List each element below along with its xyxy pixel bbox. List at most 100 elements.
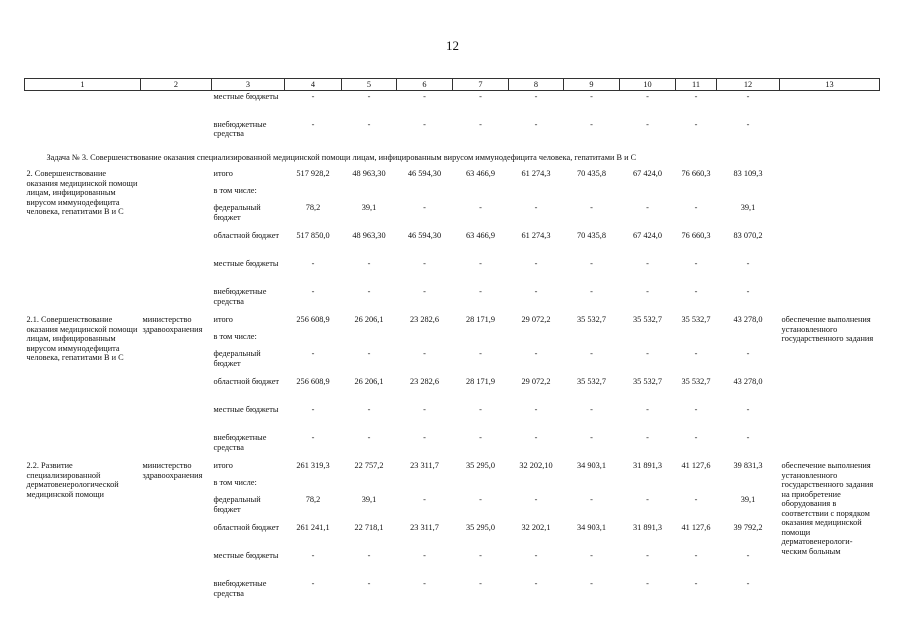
value-cell: -	[367, 349, 371, 358]
value-cell: -	[534, 579, 538, 588]
value-cell: -	[590, 119, 593, 129]
header-cell: 4	[284, 78, 342, 91]
table-row: внебюджетные средства - - - - - - - - -	[25, 286, 880, 314]
header-cell: 1	[24, 78, 141, 91]
table-row: 2. Совершенствование оказания медицинско…	[25, 168, 880, 216]
table-row: внебюджетные средства - - - - - - - - -	[25, 578, 880, 606]
value-cell	[397, 185, 453, 202]
value-cell: 256 608,9	[296, 377, 330, 386]
value-cell: -	[423, 92, 426, 101]
value-cell: -	[423, 405, 426, 414]
value-cell: 43 278,0	[733, 377, 763, 386]
value-cell	[285, 477, 342, 494]
value-cell: -	[311, 287, 315, 296]
result: обеспечение выполнения установленного го…	[781, 461, 874, 556]
value-cell: -	[311, 579, 315, 588]
value-cell: 78,2	[305, 495, 321, 504]
table-row: федеральный бюджет 78,2 39,1 - - - - - - 39,1	[25, 494, 880, 522]
value-cell	[620, 477, 676, 494]
value-cell: -	[646, 349, 649, 358]
value-cell: 76 660,3	[681, 231, 711, 240]
value-cell	[453, 185, 509, 202]
value-cell: -	[746, 349, 750, 358]
value-cell: -	[479, 92, 482, 101]
value-cell: -	[479, 405, 482, 414]
row-label: федеральный бюджет	[213, 203, 261, 222]
executor: министерство здравоохранения	[142, 461, 203, 480]
result: обеспечение выполнения установленного го…	[781, 315, 874, 343]
value-cell: 23 311,7	[410, 461, 439, 470]
value-cell: 48 963,30	[352, 231, 386, 240]
table-row: в том числе:	[25, 185, 880, 202]
value-cell: 23 311,7	[410, 523, 439, 532]
value-cell	[397, 477, 453, 494]
value-cell: -	[479, 579, 482, 588]
value-cell: -	[694, 92, 698, 101]
value-cell: 83 070,2	[733, 231, 763, 240]
value-cell: 34 903,1	[576, 523, 607, 532]
value-cell	[453, 477, 509, 494]
row-label: областной бюджет	[213, 523, 280, 532]
measure-name: 2. Совершенствование оказания медицинско…	[26, 169, 138, 216]
value-cell	[676, 185, 717, 202]
value-cell: 31 891,3	[632, 523, 663, 532]
value-cell: -	[479, 259, 482, 268]
value-cell: -	[694, 551, 698, 560]
value-cell: -	[479, 495, 482, 504]
table-row: 2.1. Совершенствование оказания медицинс…	[25, 314, 880, 362]
header-cell: 12	[716, 78, 780, 91]
value-cell: -	[311, 433, 315, 442]
value-cell: -	[423, 203, 426, 212]
value-cell: -	[590, 405, 593, 414]
value-cell	[509, 185, 564, 202]
value-cell: 46 594,30	[407, 231, 442, 240]
row-label: федеральный бюджет	[213, 349, 261, 368]
value-cell: -	[694, 259, 698, 268]
value-cell: 48 963,30	[352, 169, 386, 178]
value-cell: -	[479, 433, 482, 442]
value-cell	[342, 331, 397, 348]
value-cell: 63 466,9	[465, 231, 496, 240]
row-label: итого	[213, 169, 233, 178]
value-cell: 26 206,1	[354, 377, 384, 386]
value-cell: 39,1	[361, 203, 377, 212]
value-cell	[620, 185, 676, 202]
header-cell: 9	[563, 78, 620, 91]
value-cell: -	[423, 579, 426, 588]
value-cell: -	[534, 551, 538, 560]
value-cell: 29 072,2	[521, 315, 551, 324]
value-cell: 35 295,0	[465, 461, 496, 470]
cell	[25, 91, 141, 119]
value-cell: 32 202,10	[519, 461, 553, 470]
value-cell: -	[367, 287, 371, 296]
value-cell: 61 274,3	[521, 231, 551, 240]
value-cell: -	[746, 551, 750, 560]
value-cell: 517 928,2	[296, 169, 330, 178]
value-cell: 28 171,9	[465, 377, 496, 386]
value-cell: -	[367, 433, 371, 442]
value-cell	[397, 331, 453, 348]
value-cell: 41 127,6	[681, 461, 711, 470]
task-row: Задача № 3. Совершенствование оказания с…	[25, 147, 880, 169]
table-row: в том числе:	[25, 331, 880, 348]
header-cell: 13	[779, 78, 880, 91]
value-cell: -	[694, 119, 698, 129]
value-cell: -	[590, 495, 593, 504]
value-cell: -	[590, 203, 593, 212]
value-cell: 32 202,1	[521, 523, 551, 532]
table-row: местные бюджеты - - - - - - - - -	[25, 404, 880, 432]
row-label: местные бюджеты	[213, 259, 279, 268]
value-cell: 23 282,6	[409, 315, 440, 324]
row-label: внебюджетные средства	[213, 579, 267, 598]
table-row: в том числе:	[25, 477, 880, 494]
row-label: внебюджетные средства	[213, 119, 267, 139]
value-cell: -	[746, 433, 750, 442]
value-cell: 78,2	[305, 203, 321, 212]
value-cell: 76 660,3	[681, 169, 711, 178]
value-cell: -	[746, 405, 750, 414]
page-number: 12	[446, 38, 459, 53]
value-cell: 35 532,7	[632, 377, 663, 386]
value-cell	[620, 331, 676, 348]
value-cell: 35 532,7	[576, 315, 607, 324]
table-row: 2.2. Развитие специализированной дермато…	[25, 460, 880, 556]
